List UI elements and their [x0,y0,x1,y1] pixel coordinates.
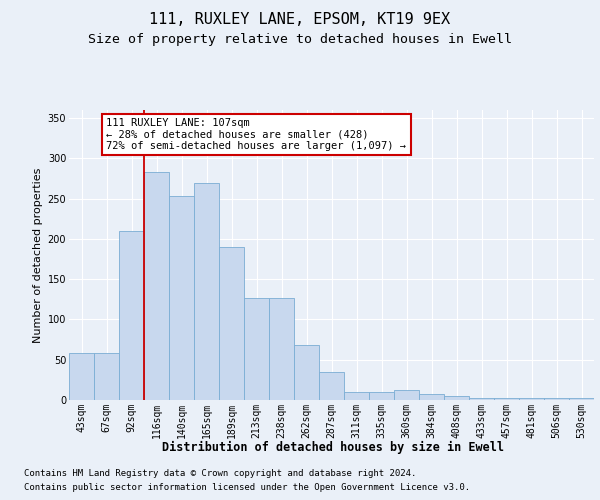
Bar [419,394,444,400]
Bar [294,345,319,400]
Text: Distribution of detached houses by size in Ewell: Distribution of detached houses by size … [162,441,504,454]
Bar [119,231,144,400]
Text: Size of property relative to detached houses in Ewell: Size of property relative to detached ho… [88,32,512,46]
Text: 111 RUXLEY LANE: 107sqm
← 28% of detached houses are smaller (428)
72% of semi-d: 111 RUXLEY LANE: 107sqm ← 28% of detache… [107,118,407,152]
Bar [519,398,544,400]
Bar [344,392,369,400]
Bar [244,298,269,400]
Text: Contains public sector information licensed under the Open Government Licence v3: Contains public sector information licen… [24,484,470,492]
Bar [444,396,469,400]
Bar [219,247,244,400]
Bar [369,392,394,400]
Bar [69,354,94,400]
Bar [194,182,219,400]
Bar [394,390,419,400]
Bar [269,298,294,400]
Text: Contains HM Land Registry data © Crown copyright and database right 2024.: Contains HM Land Registry data © Crown c… [24,468,416,477]
Bar [569,398,594,400]
Bar [319,372,344,400]
Bar [469,398,494,400]
Bar [144,172,169,400]
Bar [494,398,519,400]
Bar [544,398,569,400]
Bar [94,354,119,400]
Bar [169,196,194,400]
Text: 111, RUXLEY LANE, EPSOM, KT19 9EX: 111, RUXLEY LANE, EPSOM, KT19 9EX [149,12,451,28]
Y-axis label: Number of detached properties: Number of detached properties [34,168,43,342]
